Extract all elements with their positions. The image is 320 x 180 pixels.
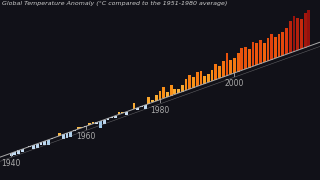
- Bar: [36, 144, 39, 148]
- Bar: [233, 58, 236, 73]
- Bar: [43, 141, 46, 145]
- Bar: [92, 122, 94, 124]
- Bar: [229, 60, 232, 74]
- Bar: [13, 152, 16, 155]
- Bar: [200, 71, 202, 85]
- Bar: [278, 34, 280, 57]
- Bar: [40, 142, 42, 145]
- Bar: [188, 75, 191, 89]
- Bar: [196, 71, 199, 86]
- Bar: [54, 137, 57, 138]
- Bar: [177, 89, 180, 93]
- Bar: [140, 106, 143, 107]
- Bar: [84, 126, 87, 127]
- Bar: [226, 53, 228, 76]
- Bar: [118, 112, 120, 114]
- Bar: [237, 53, 240, 72]
- Bar: [170, 85, 172, 96]
- Bar: [292, 16, 295, 51]
- Bar: [155, 95, 158, 101]
- Bar: [125, 112, 128, 114]
- Bar: [121, 112, 124, 113]
- Bar: [222, 61, 225, 77]
- Bar: [244, 47, 247, 69]
- Bar: [296, 18, 299, 50]
- Bar: [252, 42, 254, 66]
- Bar: [51, 138, 53, 139]
- Bar: [285, 28, 288, 54]
- Bar: [151, 100, 154, 102]
- Bar: [255, 44, 258, 65]
- Bar: [21, 149, 24, 152]
- Bar: [192, 77, 195, 88]
- Bar: [203, 76, 206, 84]
- Bar: [107, 118, 109, 120]
- Bar: [274, 37, 277, 58]
- Bar: [270, 34, 273, 60]
- Bar: [185, 79, 188, 90]
- Bar: [162, 87, 165, 98]
- Bar: [69, 132, 72, 137]
- Text: Global Temperature Anomaly (°C compared to the 1951-1980 average): Global Temperature Anomaly (°C compared …: [2, 1, 227, 6]
- Bar: [248, 49, 251, 68]
- Text: 2000: 2000: [225, 79, 244, 88]
- Bar: [66, 133, 68, 138]
- Bar: [99, 121, 102, 128]
- Bar: [148, 97, 150, 104]
- Text: 1940: 1940: [2, 159, 21, 168]
- Bar: [214, 64, 217, 80]
- Bar: [88, 123, 91, 125]
- Bar: [58, 133, 61, 136]
- Bar: [159, 91, 161, 100]
- Bar: [114, 116, 117, 118]
- Bar: [211, 70, 213, 81]
- Bar: [173, 89, 176, 94]
- Bar: [95, 122, 98, 124]
- Bar: [281, 32, 284, 56]
- Text: 1980: 1980: [150, 106, 170, 115]
- Bar: [73, 130, 76, 131]
- Bar: [62, 134, 65, 139]
- Bar: [32, 145, 35, 149]
- Bar: [207, 74, 210, 82]
- Bar: [240, 48, 243, 70]
- Bar: [10, 153, 12, 156]
- Bar: [132, 103, 135, 109]
- Bar: [47, 140, 50, 145]
- Bar: [218, 66, 221, 78]
- Bar: [17, 150, 20, 154]
- Bar: [304, 13, 307, 48]
- Bar: [300, 19, 303, 49]
- Bar: [110, 117, 113, 118]
- Bar: [77, 127, 80, 129]
- Text: 1960: 1960: [76, 132, 95, 141]
- Bar: [80, 127, 83, 128]
- Bar: [259, 40, 262, 64]
- Bar: [144, 105, 147, 109]
- Bar: [103, 120, 106, 124]
- Bar: [136, 108, 139, 110]
- Bar: [263, 43, 266, 62]
- Bar: [267, 38, 269, 61]
- Bar: [181, 85, 184, 92]
- Bar: [308, 10, 310, 46]
- Bar: [166, 92, 169, 97]
- Bar: [289, 21, 292, 53]
